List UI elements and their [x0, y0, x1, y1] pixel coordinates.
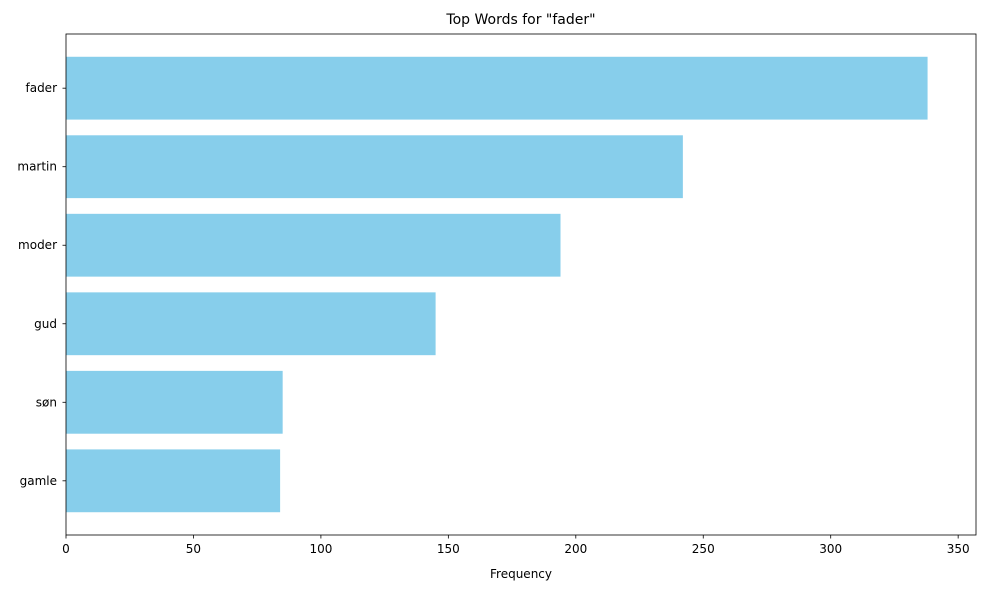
x-tick-label: 50 [186, 542, 201, 556]
y-tick-label: gud [34, 317, 57, 331]
x-tick-label: 350 [947, 542, 970, 556]
x-tick-label: 0 [62, 542, 70, 556]
bar-søn [66, 370, 283, 434]
x-tick-label: 200 [564, 542, 587, 556]
x-tick-label: 100 [309, 542, 332, 556]
y-tick-label: fader [25, 81, 57, 95]
chart-title: Top Words for "fader" [445, 12, 595, 28]
x-tick-label: 300 [819, 542, 842, 556]
x-ticks-group: 0 50 100 150 200 250 300 350 [62, 535, 970, 556]
bar-moder [66, 213, 561, 277]
y-ticks-group: fader martin moder gud søn gamle [17, 81, 66, 488]
bar-fader [66, 56, 928, 120]
bar-gamle [66, 449, 281, 513]
y-tick-label: søn [36, 395, 57, 409]
y-tick-label: gamle [20, 474, 57, 488]
x-tick-label: 150 [437, 542, 460, 556]
axes-group [65, 33, 977, 536]
y-tick-label: moder [18, 238, 57, 252]
y-tick-label: martin [17, 160, 57, 174]
x-axis-label: Frequency [490, 567, 552, 581]
bar-martin [66, 135, 683, 199]
bar-gud [66, 292, 436, 356]
plot-frame [65, 33, 977, 536]
x-tick-label: 250 [692, 542, 715, 556]
bars-group [66, 56, 928, 513]
